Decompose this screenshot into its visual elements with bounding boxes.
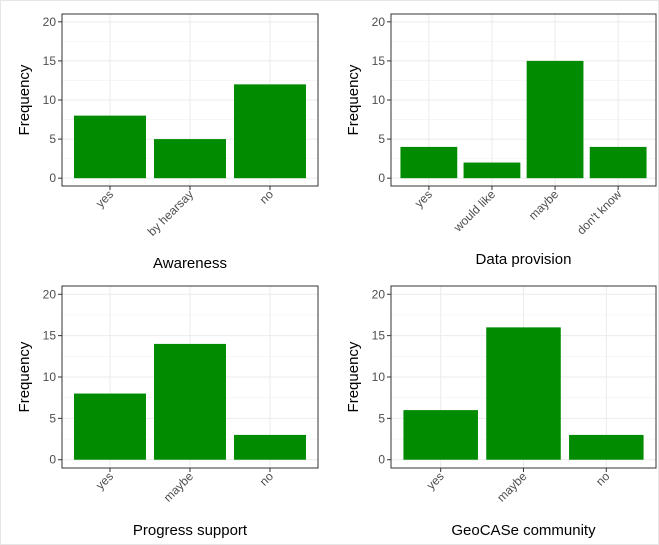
y-tick-label: 20 <box>43 15 57 29</box>
x-tick-label: no <box>257 187 277 207</box>
y-tick-label: 5 <box>378 411 385 425</box>
chart-awareness: 0 5 10 15 20 yes by hearsay no Frequency Awarenes… <box>0 0 330 272</box>
chart-data-provision: 0 5 10 15 20 yes would like maybe don't know Freq… <box>329 0 659 272</box>
bar-no <box>569 434 644 460</box>
y-tick-label: 0 <box>378 453 385 467</box>
y-tick-label: 15 <box>372 54 386 68</box>
x-axis-title: Awareness <box>153 255 227 272</box>
x-tick-label: yes <box>93 187 116 210</box>
bar-yes <box>74 115 146 179</box>
x-tick-label: yes <box>412 187 435 210</box>
y-tick-label: 10 <box>43 370 57 384</box>
y-tick-label: 15 <box>43 329 57 343</box>
x-tick-label: no <box>593 469 613 489</box>
bar-maybe <box>154 343 226 460</box>
y-tick-label: 0 <box>49 453 56 467</box>
y-axis-title: Frequency <box>16 64 33 135</box>
bar-maybe <box>486 327 561 460</box>
y-tick-label: 0 <box>378 171 385 185</box>
x-axis-title: Data provision <box>476 251 572 268</box>
chart-progress-support-svg: 0 5 10 15 20 yes maybe no Frequency Progress supp… <box>16 285 319 539</box>
y-tick-label: 20 <box>372 287 386 301</box>
x-axis-title: GeoCASe community <box>451 522 596 539</box>
x-axis-title: Progress support <box>133 522 248 539</box>
bar-yes <box>400 146 458 179</box>
x-tick-label: yes <box>93 469 116 492</box>
x-tick-label: would like <box>450 187 498 235</box>
chart-geocase-community: 0 5 10 15 20 yes maybe no Frequency GeoCASe commu… <box>329 272 659 544</box>
x-tick-label: maybe <box>161 469 197 505</box>
y-tick-label: 15 <box>43 54 57 68</box>
x-tick-label: maybe <box>526 187 562 223</box>
x-tick-label: yes <box>424 469 447 492</box>
bar-yes <box>74 393 146 460</box>
bar-don-t-know <box>589 146 647 179</box>
y-tick-label: 5 <box>49 411 56 425</box>
y-tick-label: 10 <box>372 370 386 384</box>
chart-progress-support: 0 5 10 15 20 yes maybe no Frequency Progress supp… <box>0 272 330 544</box>
bar-no <box>234 84 306 179</box>
y-axis-title: Frequency <box>345 341 362 412</box>
y-axis-title: Frequency <box>16 341 33 412</box>
chart-data-provision-svg: 0 5 10 15 20 yes would like maybe don't know Freq… <box>345 13 657 268</box>
y-tick-label: 10 <box>43 93 57 107</box>
y-tick-label: 15 <box>372 329 386 343</box>
x-tick-label: by hearsay <box>145 187 196 238</box>
y-tick-label: 5 <box>378 132 385 146</box>
x-tick-label: no <box>257 469 277 489</box>
bar-maybe <box>526 60 584 179</box>
bar-no <box>234 434 306 460</box>
y-tick-label: 10 <box>372 93 386 107</box>
y-axis-title: Frequency <box>345 64 362 135</box>
x-tick-label: maybe <box>494 469 530 505</box>
chart-awareness-svg: 0 5 10 15 20 yes by hearsay no Frequency Awarenes… <box>16 13 319 272</box>
bar-would-like <box>463 162 521 179</box>
chart-geocase-community-svg: 0 5 10 15 20 yes maybe no Frequency GeoCASe commu… <box>345 285 657 539</box>
bar-by-hearsay <box>154 139 226 179</box>
y-tick-label: 0 <box>49 171 56 185</box>
bar-yes <box>403 410 478 460</box>
y-tick-label: 5 <box>49 132 56 146</box>
y-tick-label: 20 <box>372 15 386 29</box>
x-tick-label: don't know <box>574 187 624 237</box>
y-tick-label: 20 <box>43 287 57 301</box>
